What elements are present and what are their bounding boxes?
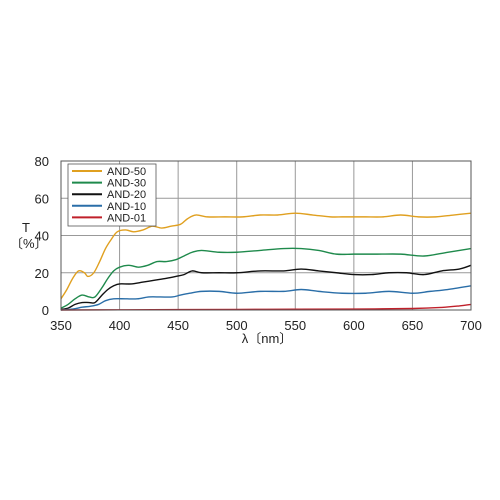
y-tick-label: 20 [35, 266, 49, 281]
x-tick-label: 550 [284, 318, 306, 333]
series-lines [60, 212, 472, 311]
y-axis-label-unit: 〔%〕 [10, 236, 48, 251]
x-tick-label: 450 [167, 318, 189, 333]
legend-label-and-50: AND-50 [107, 166, 146, 178]
series-line-and-20 [60, 264, 472, 311]
x-tick-label: 350 [50, 318, 72, 333]
x-axis-ticks: 350 400 450 500 550 600 650 700 [50, 318, 482, 333]
y-axis-label-t: T [22, 220, 30, 235]
y-tick-label: 0 [42, 303, 49, 318]
legend-label-and-20: AND-20 [107, 189, 146, 201]
series-line-and-10 [60, 285, 472, 311]
plot-frame [60, 160, 472, 311]
x-axis-label: λ〔nm〕 [242, 331, 293, 346]
y-tick-label: 80 [35, 154, 49, 169]
x-tick-label: 650 [402, 318, 424, 333]
legend-label-and-01: AND-01 [107, 212, 146, 224]
legend-label-and-30: AND-30 [107, 178, 146, 190]
series-line-and-50 [60, 212, 472, 300]
y-axis-ticks: 0 20 40 60 80 [35, 154, 49, 318]
series-line-and-01 [60, 303, 472, 311]
x-tick-label: 700 [460, 318, 482, 333]
legend-label-and-10: AND-10 [107, 201, 146, 213]
y-tick-label: 40 [35, 229, 49, 244]
x-tick-label: 600 [343, 318, 365, 333]
x-tick-label: 400 [109, 318, 131, 333]
x-tick-label: 500 [226, 318, 248, 333]
y-tick-label: 60 [35, 191, 49, 206]
series-line-and-30 [60, 247, 472, 309]
